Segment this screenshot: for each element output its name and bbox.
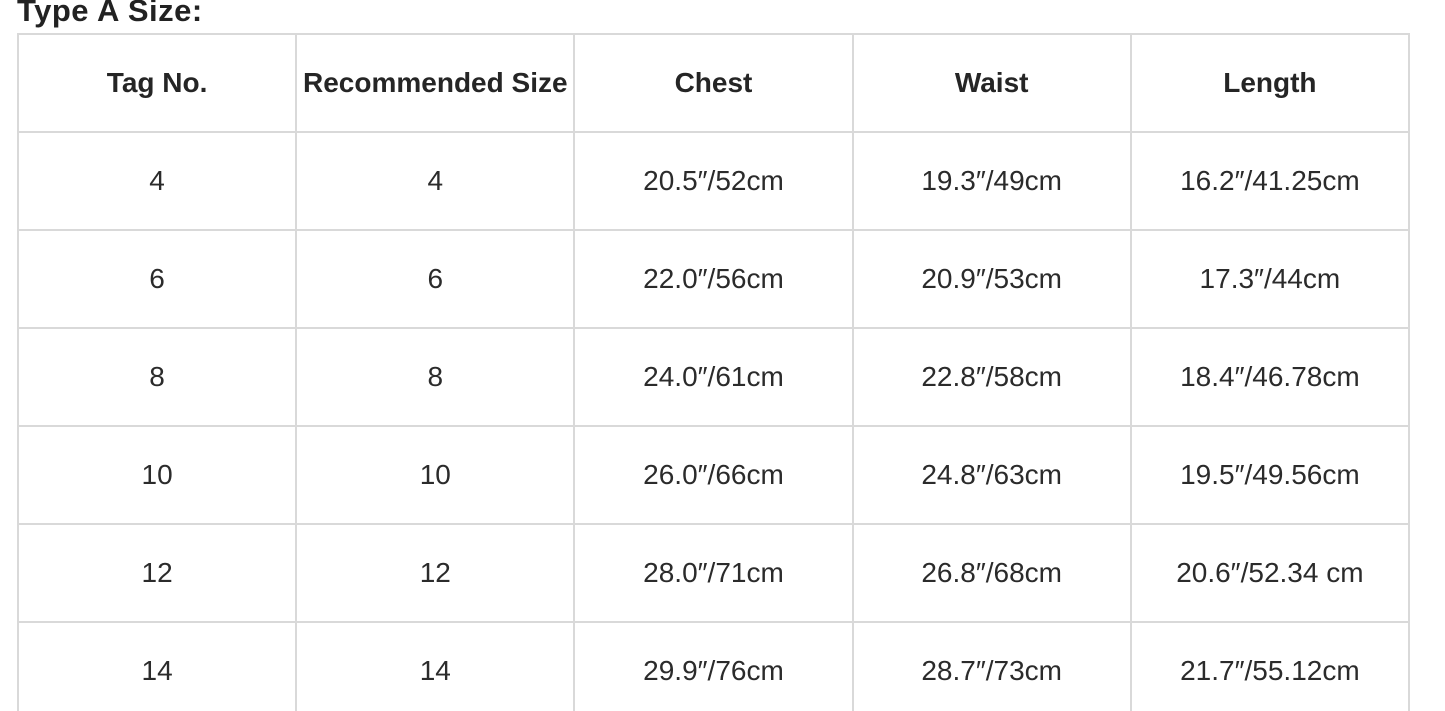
cell-waist: 22.8″/58cm — [851, 327, 1132, 427]
table-row: 12 12 28.0″/71cm 26.8″/68cm 20.6″/52.34 … — [16, 523, 1411, 623]
table-row: 8 8 24.0″/61cm 22.8″/58cm 18.4″/46.78cm — [16, 327, 1411, 427]
cell-chest: 24.0″/61cm — [573, 327, 854, 427]
cell-tag-no: 4 — [16, 131, 298, 231]
table-row: 6 6 22.0″/56cm 20.9″/53cm 17.3″/44cm — [16, 229, 1411, 329]
size-table: Tag No. Recommended Size Chest Waist Len… — [16, 33, 1411, 711]
column-header-recommended-size: Recommended Size — [295, 33, 576, 133]
page-title: Type A Size: — [17, 0, 203, 28]
cell-length: 17.3″/44cm — [1129, 229, 1411, 329]
cell-waist: 20.9″/53cm — [851, 229, 1132, 329]
table-row: 10 10 26.0″/66cm 24.8″/63cm 19.5″/49.56c… — [16, 425, 1411, 525]
cell-tag-no: 8 — [16, 327, 298, 427]
cell-chest: 22.0″/56cm — [573, 229, 854, 329]
column-header-chest: Chest — [573, 33, 854, 133]
cell-chest: 20.5″/52cm — [573, 131, 854, 231]
cell-tag-no: 12 — [16, 523, 298, 623]
cell-length: 20.6″/52.34 cm — [1129, 523, 1411, 623]
cell-chest: 28.0″/71cm — [573, 523, 854, 623]
cell-recommended-size: 14 — [295, 621, 576, 711]
cell-chest: 26.0″/66cm — [573, 425, 854, 525]
table-row: 4 4 20.5″/52cm 19.3″/49cm 16.2″/41.25cm — [16, 131, 1411, 231]
cell-waist: 24.8″/63cm — [851, 425, 1132, 525]
column-header-waist: Waist — [851, 33, 1132, 133]
cell-waist: 19.3″/49cm — [851, 131, 1132, 231]
cell-waist: 26.8″/68cm — [851, 523, 1132, 623]
cell-recommended-size: 4 — [295, 131, 576, 231]
cell-length: 19.5″/49.56cm — [1129, 425, 1411, 525]
column-header-length: Length — [1129, 33, 1411, 133]
cell-tag-no: 14 — [16, 621, 298, 711]
cell-waist: 28.7″/73cm — [851, 621, 1132, 711]
cell-tag-no: 10 — [16, 425, 298, 525]
cell-length: 21.7″/55.12cm — [1129, 621, 1411, 711]
cell-recommended-size: 12 — [295, 523, 576, 623]
table-header-row: Tag No. Recommended Size Chest Waist Len… — [16, 33, 1411, 133]
cell-length: 18.4″/46.78cm — [1129, 327, 1411, 427]
cell-chest: 29.9″/76cm — [573, 621, 854, 711]
column-header-tag-no: Tag No. — [16, 33, 298, 133]
cell-recommended-size: 8 — [295, 327, 576, 427]
cell-recommended-size: 10 — [295, 425, 576, 525]
table-row: 14 14 29.9″/76cm 28.7″/73cm 21.7″/55.12c… — [16, 621, 1411, 711]
cell-length: 16.2″/41.25cm — [1129, 131, 1411, 231]
cell-recommended-size: 6 — [295, 229, 576, 329]
cell-tag-no: 6 — [16, 229, 298, 329]
